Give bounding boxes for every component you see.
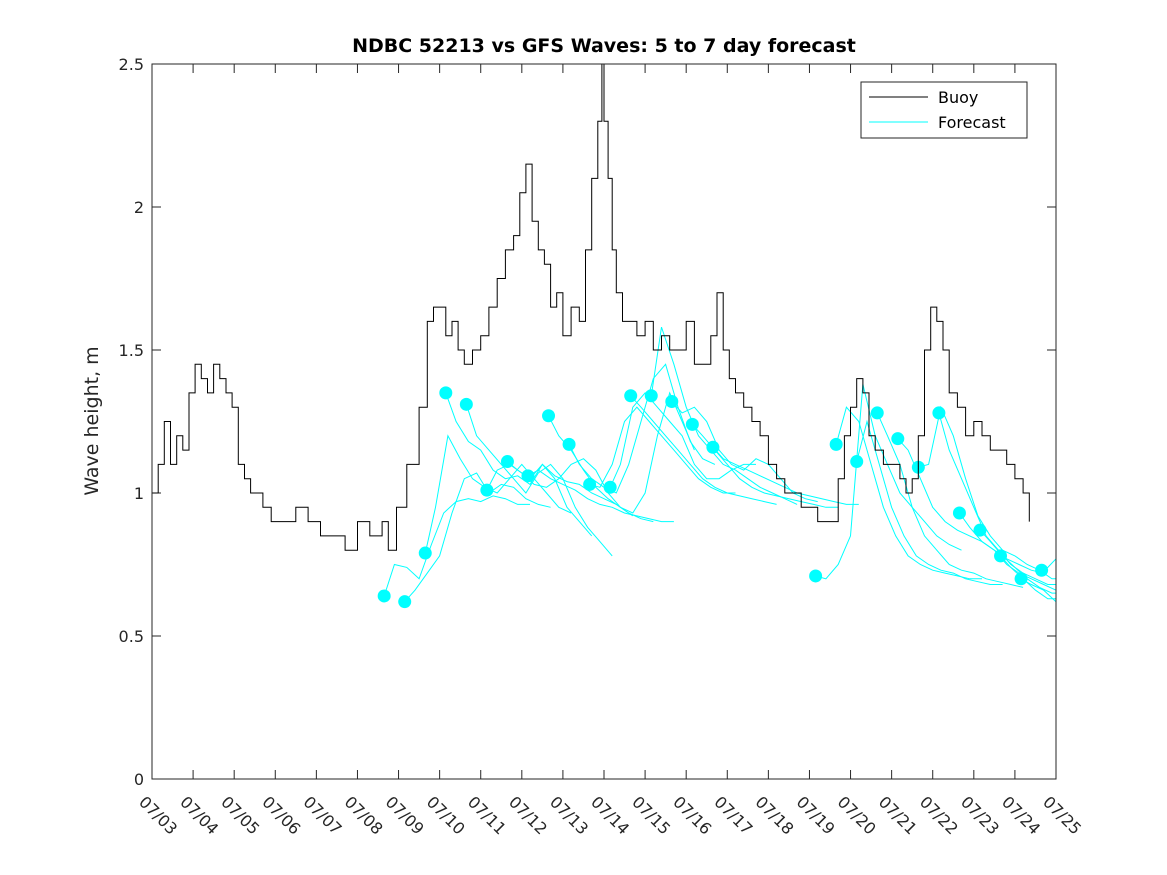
forecast-start-point: [665, 394, 679, 408]
forecast-start-point: [891, 432, 905, 446]
forecast-start-point: [952, 506, 966, 520]
forecast-start-point: [1035, 563, 1049, 577]
forecast-line: [445, 392, 593, 537]
forecast-start-point: [418, 546, 432, 560]
axes-box: [151, 63, 1057, 780]
y-tick-label: 1.5: [119, 341, 144, 360]
forecast-start-point: [439, 386, 453, 400]
chart-title: NDBC 52213 vs GFS Waves: 5 to 7 day fore…: [352, 35, 856, 57]
forecast-start-point: [870, 406, 884, 420]
forecast-start-point: [459, 397, 473, 411]
forecast-line: [404, 472, 551, 603]
forecast-start-point: [542, 409, 556, 423]
forecast-start-point: [644, 389, 658, 403]
forecast-start-point: [500, 455, 514, 469]
forecast-start-point: [521, 469, 535, 483]
legend-forecast-label: Forecast: [938, 113, 1006, 132]
y-tick-label: 2.5: [119, 55, 144, 74]
forecast-start-point: [377, 589, 391, 603]
forecast-line: [609, 392, 756, 488]
y-axis-label: Wave height, m: [81, 346, 103, 495]
forecast-line: [424, 434, 572, 554]
forecast-line: [650, 326, 798, 505]
forecast-line: [897, 438, 1044, 574]
forecast-start-point: [809, 569, 823, 583]
buoy-line: [152, 63, 1030, 551]
forecast-start-point: [398, 595, 412, 609]
forecast-start-point: [850, 455, 864, 469]
legend: Buoy Forecast: [860, 81, 1028, 139]
forecast-start-point: [932, 406, 946, 420]
forecast-line: [589, 406, 736, 494]
forecast-line: [630, 395, 777, 505]
forecast-start-point: [583, 477, 597, 491]
y-tick-label: 1: [134, 484, 144, 503]
forecast-line: [465, 404, 613, 557]
forecast-start-point: [562, 437, 576, 451]
forecast-line: [856, 419, 1003, 585]
forecast-start-point: [973, 523, 987, 537]
forecast-line: [835, 406, 982, 580]
forecast-start-point: [1014, 572, 1028, 586]
legend-buoy-label: Buoy: [938, 88, 978, 107]
y-tick-label: 2: [134, 198, 144, 217]
forecast-start-point: [706, 440, 720, 454]
y-tick-label: 0: [134, 770, 144, 789]
forecast-start-point: [994, 549, 1008, 563]
legend-box: [860, 81, 1028, 139]
forecast-start-point: [829, 437, 843, 451]
forecast-line: [527, 469, 674, 523]
forecast-start-point: [685, 417, 699, 431]
forecast-start-point: [603, 480, 617, 494]
axes-background: [152, 64, 1056, 779]
forecast-start-point: [480, 483, 494, 497]
forecast-line: [1000, 555, 1056, 600]
plot-area: [152, 64, 1056, 779]
series-layer: [152, 63, 1057, 609]
y-tick-label: 0.5: [119, 627, 144, 646]
forecast-start-point: [624, 389, 638, 403]
